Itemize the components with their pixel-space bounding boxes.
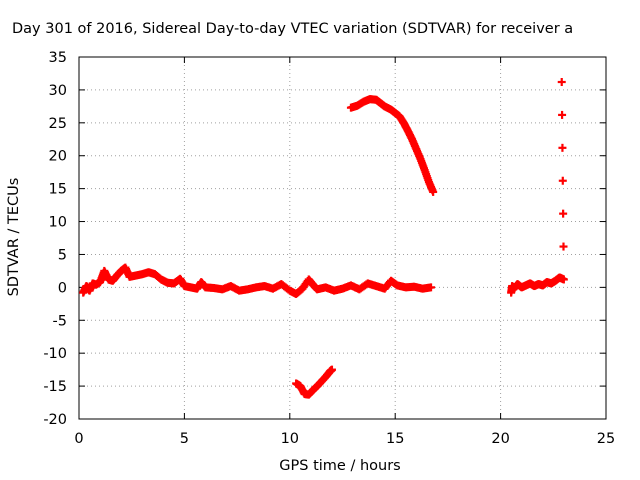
y-tick-label: -15	[43, 379, 67, 395]
data-point	[429, 187, 438, 196]
y-tick-label: 10	[49, 215, 67, 231]
data-point	[558, 176, 567, 185]
y-tick-label: -10	[43, 346, 67, 362]
x-tick-label: 15	[386, 431, 404, 447]
x-tick-label: 5	[180, 431, 189, 447]
x-tick-label: 20	[491, 431, 509, 447]
x-axis-label: GPS time / hours	[279, 458, 400, 474]
axes: 0 5 10 15 20 25 -20 -15 -10 -5 0 5 10 15 20 25 30 35	[43, 50, 615, 447]
y-tick-label: 30	[49, 83, 67, 99]
y-tick-label: 15	[49, 182, 67, 198]
x-tick-label: 25	[597, 431, 615, 447]
y-tick-label: 0	[58, 280, 67, 296]
y-tick-label: 20	[49, 149, 67, 165]
data-point	[427, 283, 436, 292]
y-axis-label: SDTVAR / TECUs	[6, 178, 22, 297]
plot-frame	[78, 56, 607, 420]
data-point	[559, 242, 568, 251]
data-point	[559, 209, 568, 218]
y-tick-label: 25	[49, 116, 67, 132]
chart-title: Day 301 of 2016, Sidereal Day-to-day VTE…	[12, 21, 573, 37]
grid-lines	[79, 57, 606, 419]
data-point	[558, 110, 567, 119]
y-tick-label: -20	[43, 412, 67, 428]
data-point	[558, 143, 567, 152]
y-tick-label: 35	[49, 50, 67, 66]
data-point	[557, 78, 566, 87]
y-tick-label: -5	[53, 313, 67, 329]
data-point	[559, 275, 568, 284]
x-tick-label: 0	[74, 431, 83, 447]
data-points	[79, 78, 568, 399]
data-point	[327, 365, 336, 374]
y-tick-label: 5	[58, 247, 67, 263]
x-tick-label: 10	[281, 431, 299, 447]
